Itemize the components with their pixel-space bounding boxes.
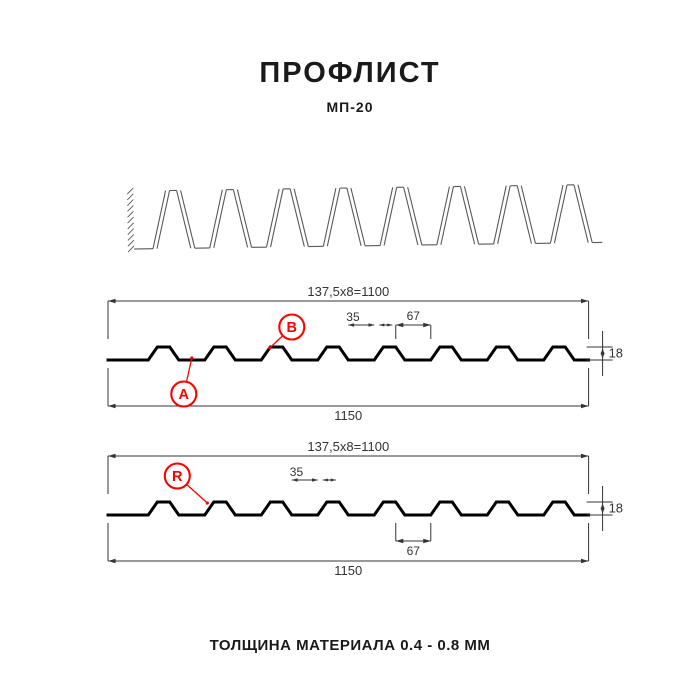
svg-text:B: B [287,320,297,336]
svg-text:67: 67 [407,544,421,558]
svg-text:137,5x8=1100: 137,5x8=1100 [307,439,389,454]
svg-text:A: A [179,387,190,403]
svg-text:18: 18 [609,346,623,361]
svg-text:35: 35 [346,310,360,324]
svg-text:35: 35 [290,465,304,479]
svg-text:137,5x8=1100: 137,5x8=1100 [307,284,389,299]
svg-text:R: R [172,469,183,485]
svg-text:1150: 1150 [334,408,362,423]
svg-text:1150: 1150 [334,563,362,578]
svg-text:67: 67 [407,309,421,323]
svg-text:18: 18 [609,501,623,516]
